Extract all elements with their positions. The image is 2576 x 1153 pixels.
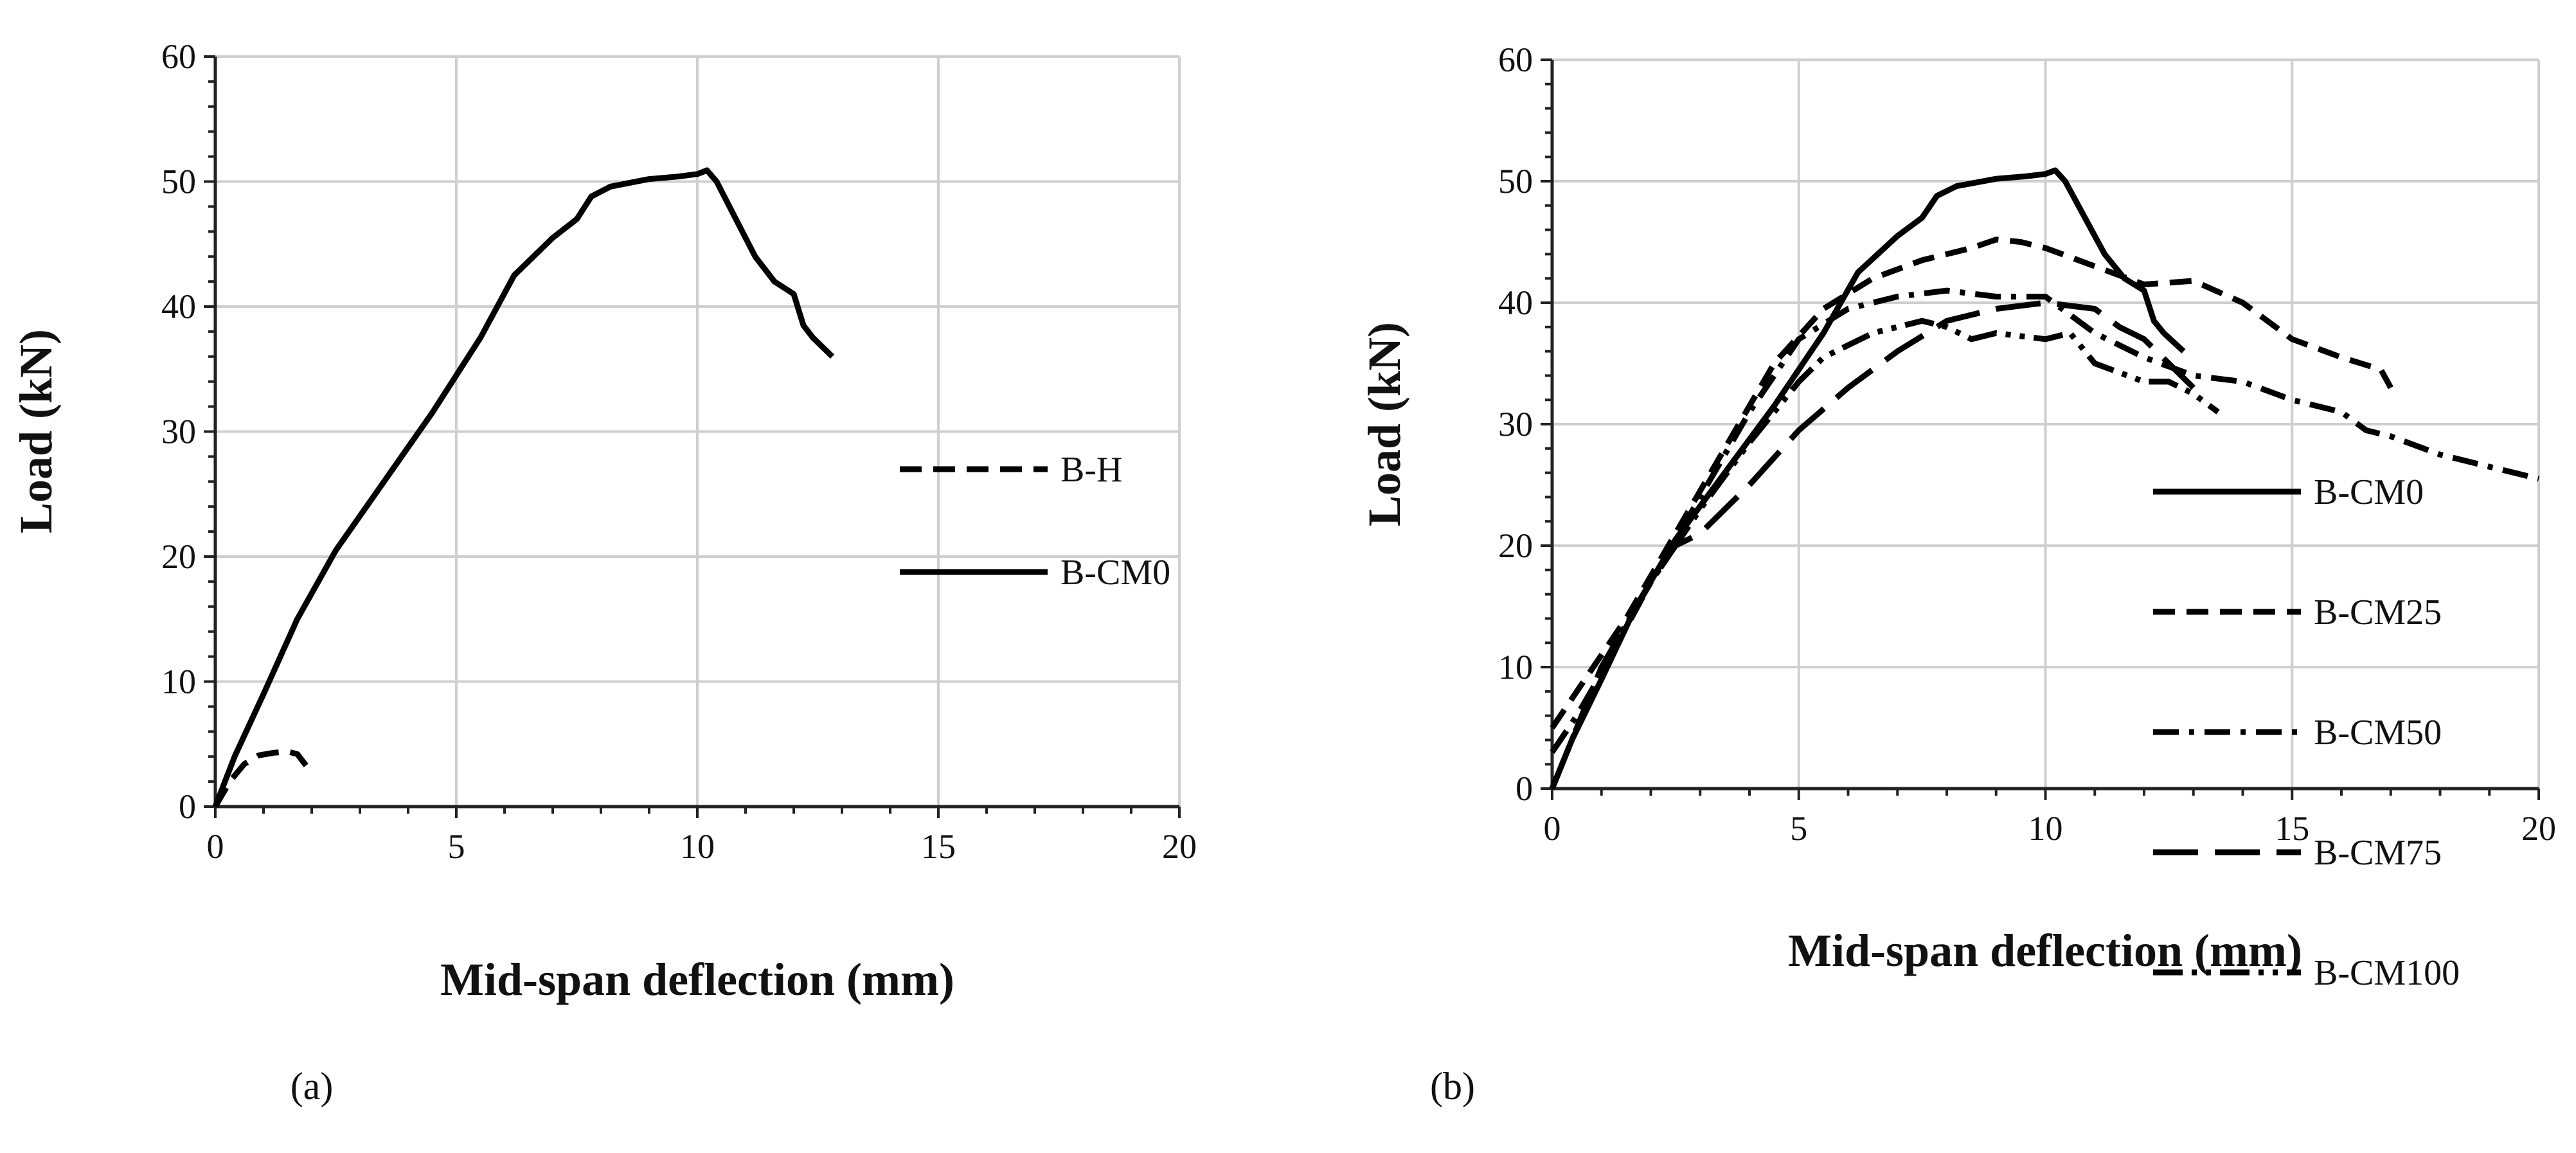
x-axis-label: Mid-span deflection (mm)	[1788, 925, 2302, 976]
y-tick-label: 20	[161, 537, 196, 576]
y-axis-label: Load (kN)	[10, 329, 62, 533]
chart-panel-0: 0 10 20 30 40 50 60 0 5 10 15 20 Load (kN) Mid-span d…	[10, 37, 1197, 1107]
legend-label: B-CM25	[2314, 593, 2442, 632]
y-tick-label: 0	[1516, 769, 1533, 808]
legend: B-H B-CM0	[900, 450, 1170, 593]
y-axis-label: Load (kN)	[1359, 322, 1410, 526]
y-tick-label: 20	[1498, 526, 1533, 565]
y-tick-label: 60	[1498, 40, 1533, 79]
legend-label: B-CM75	[2314, 833, 2442, 873]
y-tick-label: 40	[1498, 283, 1533, 322]
legend-label: B-CM100	[2314, 953, 2460, 993]
series-line-b-cm0	[212, 167, 835, 808]
x-tick-label: 10	[2028, 809, 2063, 848]
x-tick-label: 15	[921, 827, 956, 866]
x-tick-label: 0	[207, 827, 224, 866]
y-tick-label: 40	[161, 287, 196, 326]
series-line-b-cm50	[1550, 287, 2540, 754]
series-line-b-cm100	[1549, 317, 2220, 790]
legend-label: B-CM50	[2314, 713, 2442, 753]
y-tick-label: 50	[161, 163, 196, 201]
legend-label: B-H	[1060, 450, 1122, 490]
legend-label: B-CM0	[1060, 553, 1170, 593]
y-tick-label: 10	[161, 663, 196, 701]
series-line-b-h	[213, 748, 310, 809]
x-axis-label: Mid-span deflection (mm)	[440, 954, 954, 1005]
x-tick-label: 5	[1790, 809, 1807, 848]
x-tick-label: 20	[2521, 809, 2556, 848]
x-tick-label: 0	[1544, 809, 1561, 848]
y-tick-label: 30	[161, 413, 196, 451]
series-line-b-cm25	[1550, 237, 2393, 730]
x-tick-label: 10	[680, 827, 715, 866]
y-tick-label: 30	[1498, 405, 1533, 443]
legend: B-CM0 B-CM25 B-CM50 B-CM75 B-CM100	[2153, 472, 2460, 993]
legend-label: B-CM0	[2314, 472, 2424, 512]
x-tick-label: 15	[2275, 809, 2309, 848]
y-tick-label: 60	[161, 37, 196, 76]
panel-label: (a)	[291, 1065, 334, 1107]
panel-label: (b)	[1430, 1065, 1475, 1107]
y-tick-label: 0	[179, 787, 196, 826]
chart-panel-1: 0 10 20 30 40 50 60 0 5 10 15 20 Load (kN) Mid-span d…	[1359, 40, 2556, 1107]
x-tick-label: 5	[448, 827, 465, 866]
x-tick-label: 20	[1162, 827, 1197, 866]
y-tick-label: 50	[1498, 162, 1533, 201]
y-tick-label: 10	[1498, 648, 1533, 686]
